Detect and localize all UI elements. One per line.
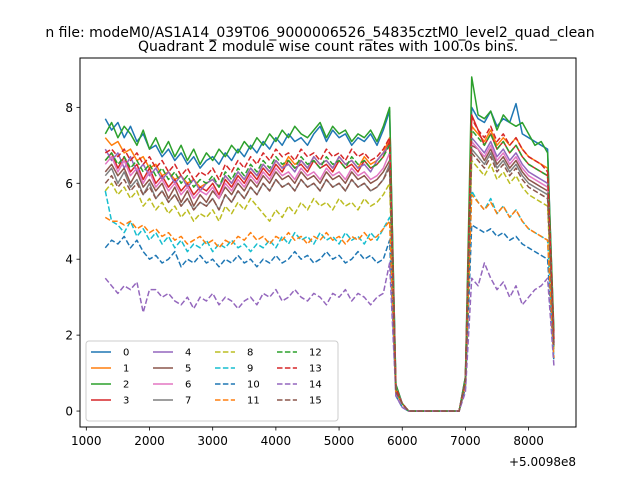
y-tick-label: 2 [65, 329, 73, 343]
y-tick-label: 6 [65, 177, 73, 191]
axes-layer: 1000 2000 3000 4000 5000 6000 7000 8000 0 2 4 6 8 [65, 101, 544, 448]
x-tick-label: 4000 [261, 434, 292, 448]
chart-title: Quadrant 2 module wise count rates with … [138, 39, 518, 55]
series-line-4 [104, 136, 555, 412]
legend-label-1: 1 [123, 364, 129, 375]
legend-label-15: 15 [309, 396, 322, 407]
y-tick-label: 0 [65, 405, 73, 419]
series-layer [104, 76, 555, 412]
y-tick-label: 8 [65, 101, 73, 115]
legend-box [85, 340, 339, 422]
figure-suptitle: n file: modeM0/AS1A14_039T06_9000006526_… [45, 25, 594, 41]
series-line-12 [104, 129, 555, 412]
legend-label-9: 9 [247, 364, 253, 375]
legend-label-14: 14 [309, 380, 322, 391]
series-line-11 [104, 193, 555, 412]
x-axis-offset-label: +5.0098e8 [509, 455, 576, 469]
x-tick-label: 8000 [513, 434, 544, 448]
legend-label-12: 12 [309, 348, 322, 359]
series-line-14 [104, 262, 555, 412]
series-line-3 [104, 114, 555, 412]
series-line-15 [104, 152, 555, 412]
series-line-10 [104, 224, 555, 412]
legend-label-0: 0 [123, 348, 129, 359]
series-line-8 [104, 159, 555, 412]
series-line-6 [104, 140, 555, 412]
legend-label-5: 5 [185, 364, 191, 375]
legend-label-8: 8 [247, 348, 253, 359]
legend-label-3: 3 [123, 396, 129, 407]
x-tick-label: 7000 [450, 434, 481, 448]
legend-label-10: 10 [247, 380, 260, 391]
legend-label-6: 6 [185, 380, 191, 391]
plot-frame [79, 57, 577, 428]
legend-label-4: 4 [185, 348, 191, 359]
series-line-9 [104, 190, 555, 412]
series-line-2 [104, 76, 555, 412]
y-tick-label: 4 [65, 253, 73, 267]
x-tick-label: 3000 [197, 434, 228, 448]
legend-label-2: 2 [123, 380, 129, 391]
x-tick-label: 6000 [387, 434, 418, 448]
x-tick-label: 2000 [134, 434, 165, 448]
legend-label-13: 13 [309, 364, 322, 375]
x-tick-label: 1000 [71, 434, 102, 448]
series-line-13 [104, 117, 555, 412]
legend-label-7: 7 [185, 396, 191, 407]
x-tick-label: 5000 [324, 434, 355, 448]
series-line-0 [104, 102, 555, 412]
legend-label-11: 11 [247, 396, 260, 407]
